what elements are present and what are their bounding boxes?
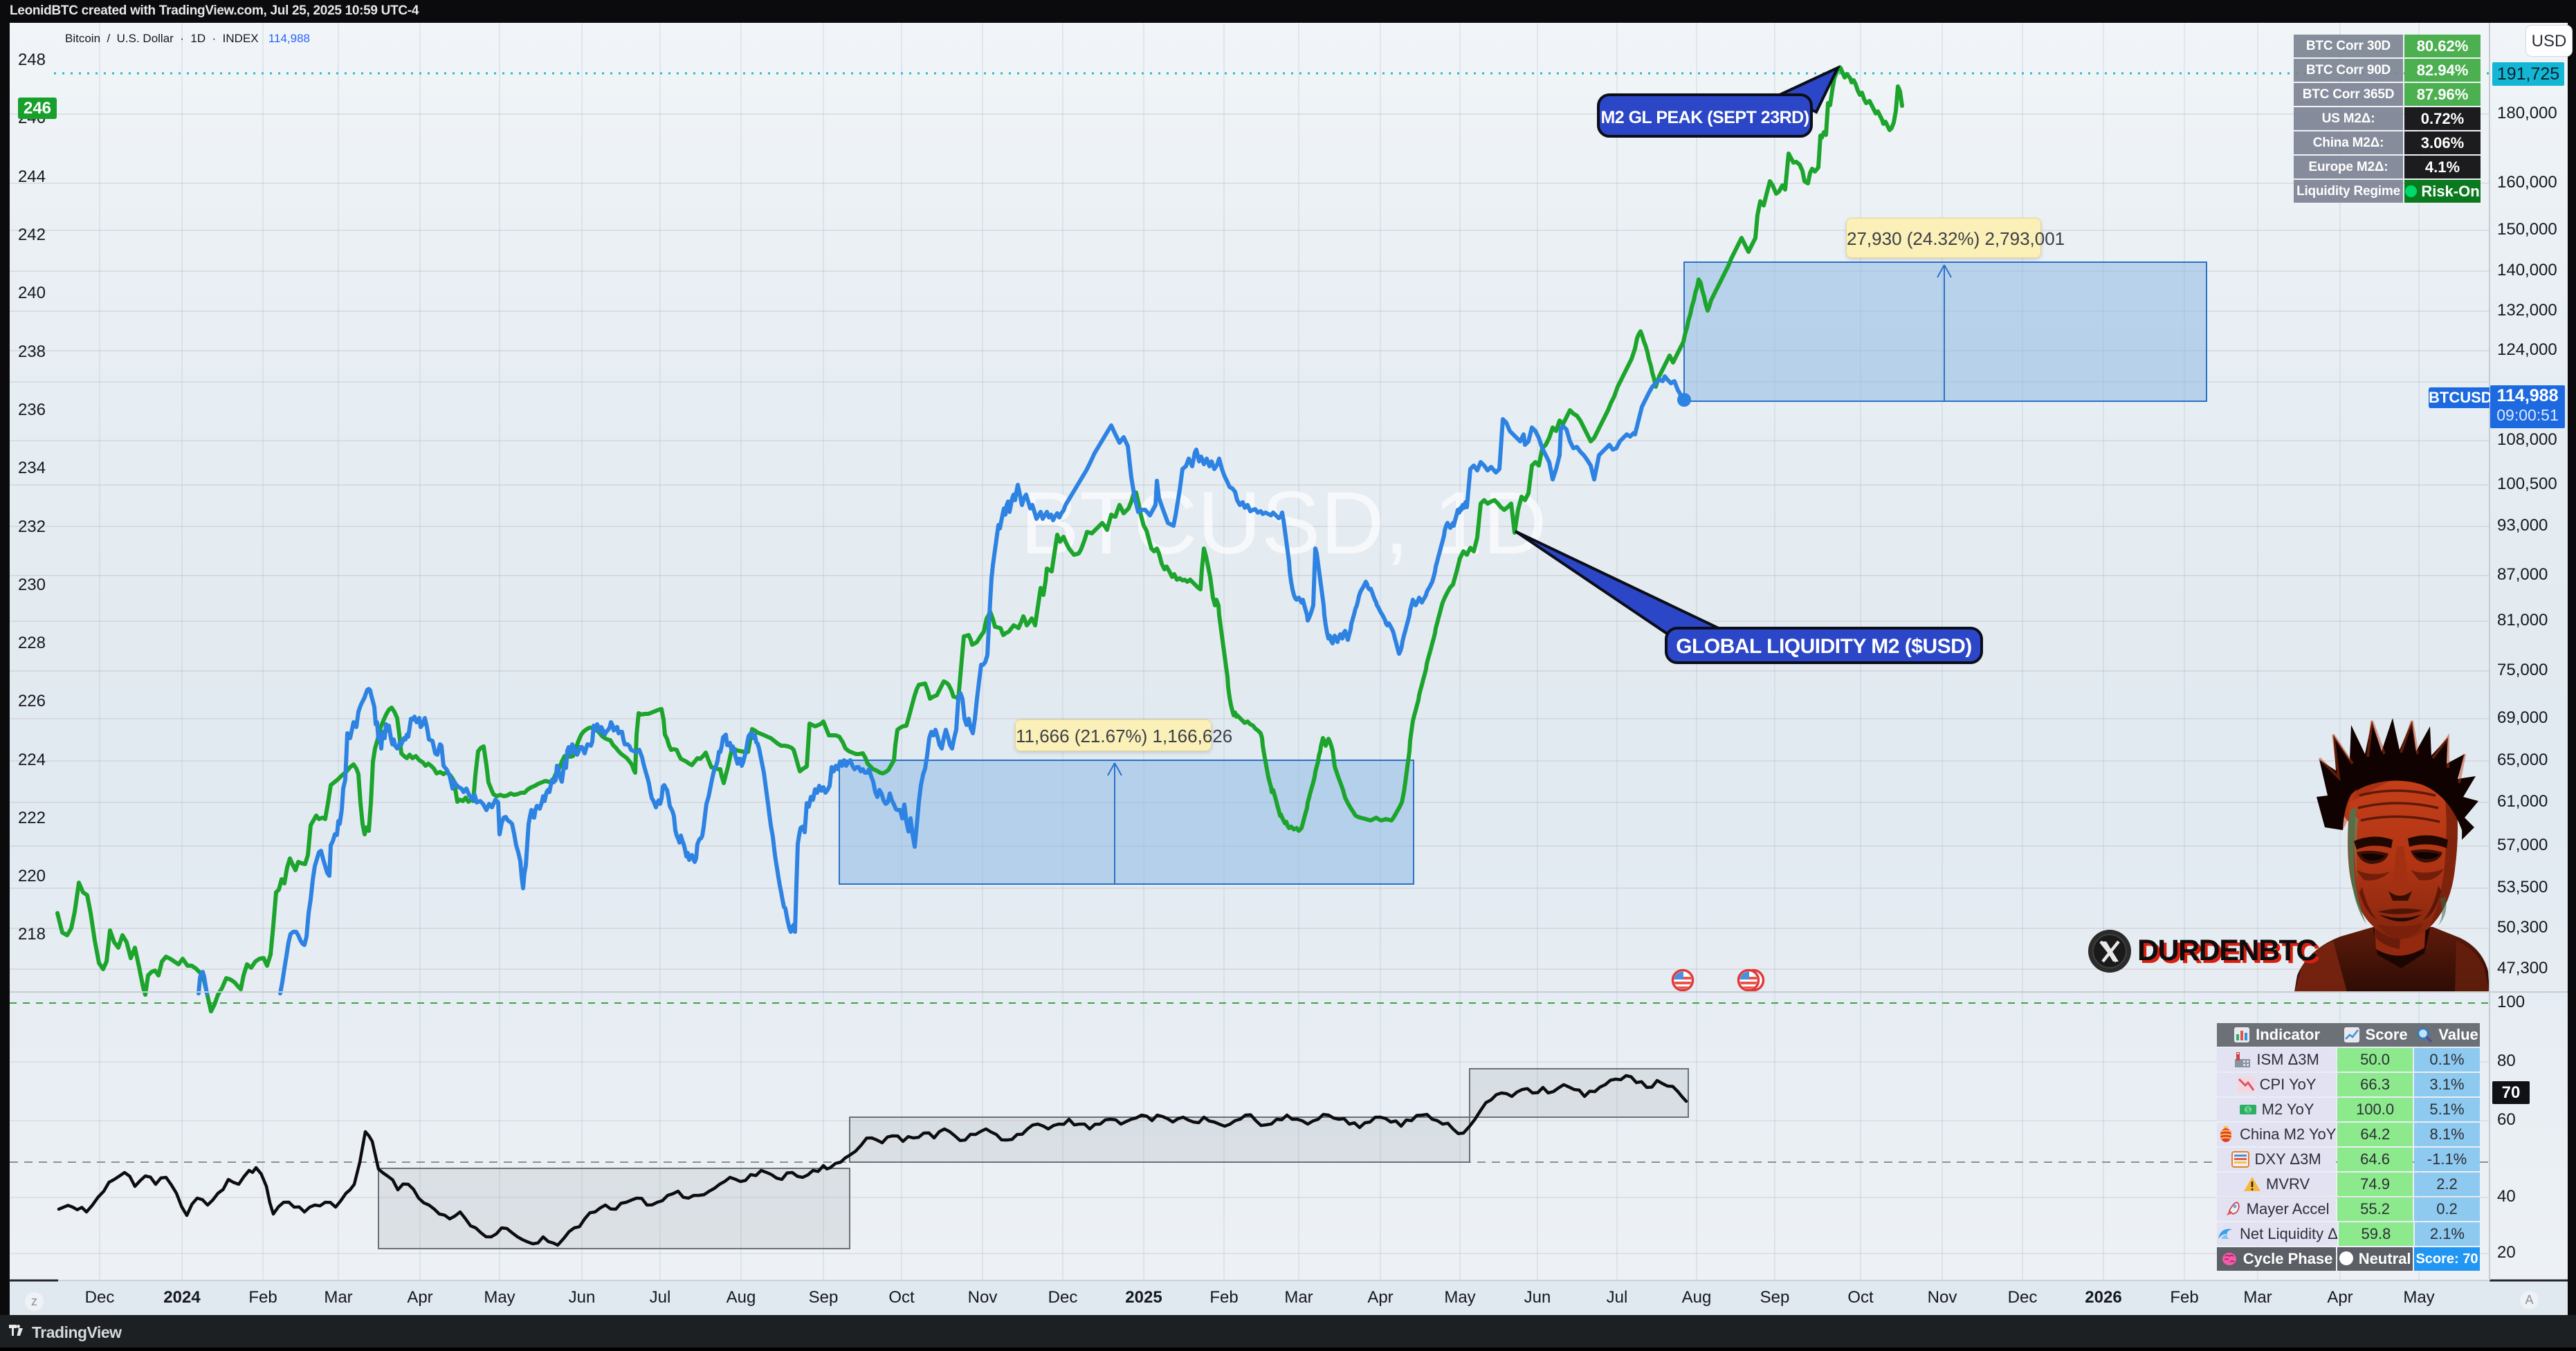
- svg-text:$: $: [2246, 1107, 2250, 1114]
